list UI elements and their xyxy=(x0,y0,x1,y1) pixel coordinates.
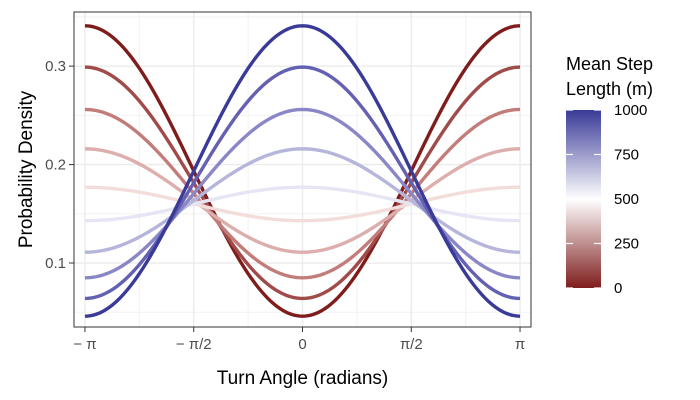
x-axis-title: Turn Angle (radians) xyxy=(217,368,388,389)
axes: − π − π/2 0 π/2 π 0.1 0.2 0.3 xyxy=(45,58,525,353)
legend-tick-label: 500 xyxy=(614,191,639,208)
x-tick-label: π/2 xyxy=(400,336,423,353)
legend-tick-label: 250 xyxy=(614,236,639,253)
x-tick-label: − π/2 xyxy=(176,336,212,353)
legend-tick-label: 0 xyxy=(614,280,622,297)
legend-ticks: 1000 750 500 250 0 xyxy=(566,102,647,297)
x-tick-label: 0 xyxy=(298,336,306,353)
series-line xyxy=(84,24,521,318)
series-line xyxy=(84,147,521,254)
y-tick-label: 0.2 xyxy=(45,157,66,174)
x-tick-label: π xyxy=(515,336,525,353)
series-line xyxy=(84,185,521,223)
y-tick-label: 0.1 xyxy=(45,255,66,272)
series-line xyxy=(84,185,521,223)
legend: Mean Step Length (m) 1000 750 500 250 0 xyxy=(566,54,653,297)
legend-tick-label: 1000 xyxy=(614,102,647,119)
legend-title-line-1: Mean Step xyxy=(566,54,653,74)
series-line xyxy=(84,107,521,280)
legend-title-line-2: Length (m) xyxy=(566,79,653,99)
y-axis-title: Probability Density xyxy=(16,90,37,248)
series-line xyxy=(84,147,521,254)
legend-tick-label: 750 xyxy=(614,147,639,164)
series-lines xyxy=(84,24,521,318)
series-line xyxy=(84,24,521,318)
x-tick-label: − π xyxy=(73,336,96,353)
series-line xyxy=(84,107,521,280)
series-line xyxy=(84,65,521,301)
y-tick-label: 0.3 xyxy=(45,58,66,75)
